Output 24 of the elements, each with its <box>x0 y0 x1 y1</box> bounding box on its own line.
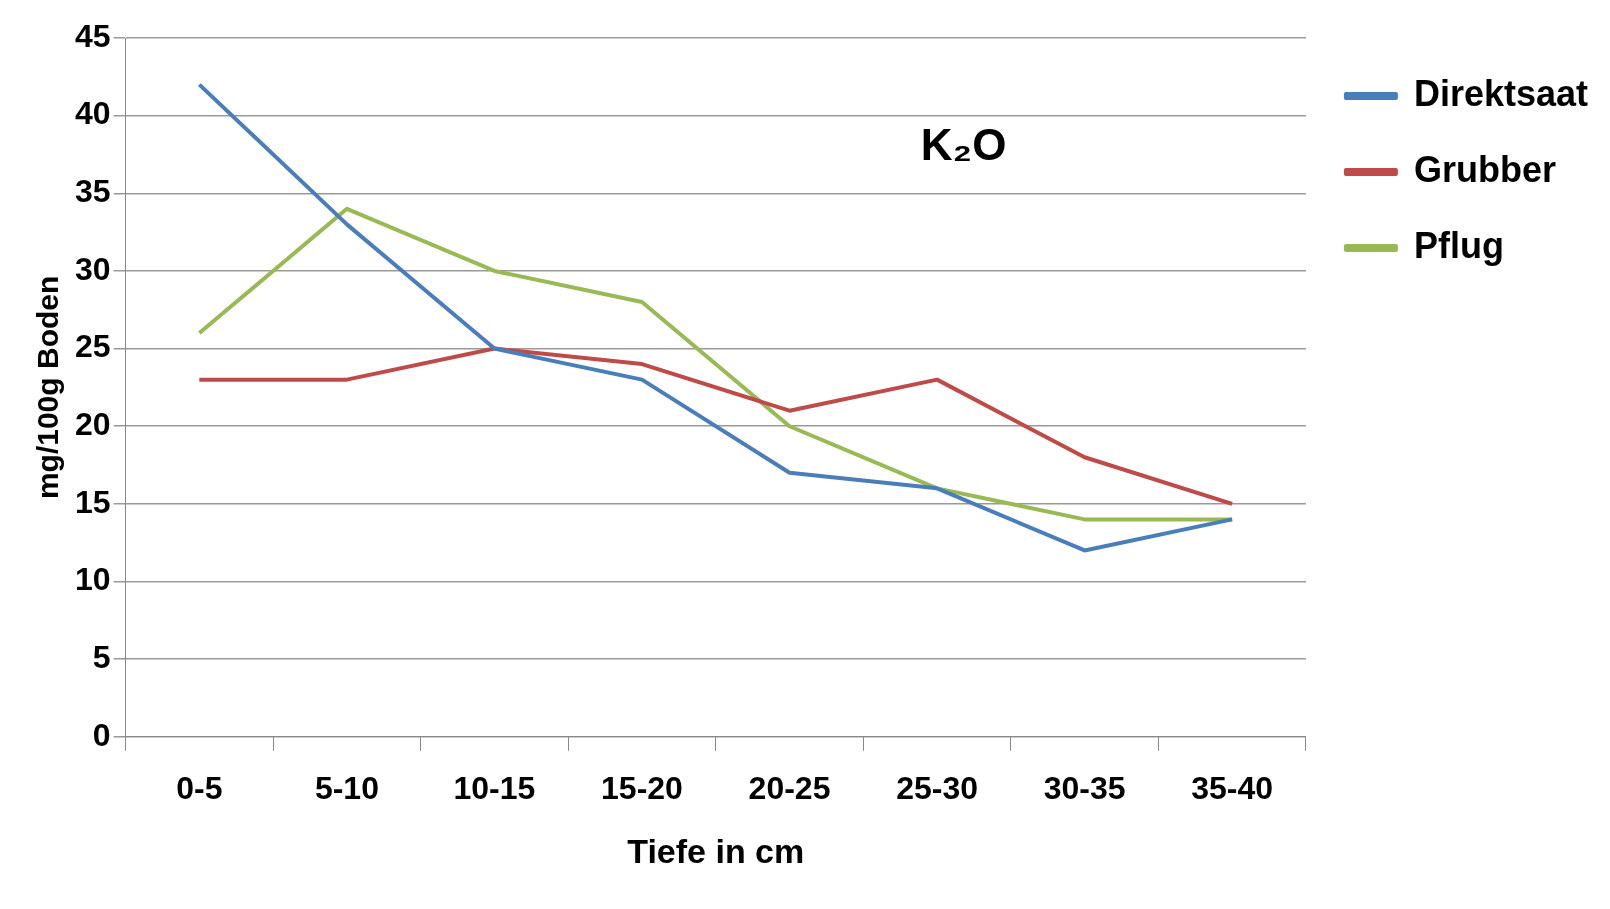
y-tick-label: 30 <box>75 250 111 287</box>
x-axis-title: Tiefe in cm <box>627 831 805 870</box>
x-tick-label: 20-25 <box>748 769 831 806</box>
legend-label: Direktsaat <box>1413 72 1589 114</box>
x-tick-label: 15-20 <box>601 769 683 806</box>
y-tick-label: 25 <box>75 328 111 365</box>
text: K₂O <box>920 120 1007 170</box>
y-axis-title: mg/100g Boden <box>31 275 65 500</box>
y-tick-label: 5 <box>92 638 111 675</box>
x-tick-label: 25-30 <box>896 769 978 806</box>
y-tick-label: 20 <box>75 406 111 443</box>
y-tick-label: 0 <box>92 716 111 753</box>
x-tick-label: 5-10 <box>314 769 379 806</box>
y-tick-label: 45 <box>75 17 111 54</box>
y-tick-label: 15 <box>75 483 111 520</box>
y-tick-label: 40 <box>75 95 111 132</box>
y-tick-label: 10 <box>75 561 111 598</box>
x-tick-label: 0-5 <box>176 769 223 806</box>
x-tick-label: 35-40 <box>1191 769 1274 806</box>
x-tick-label: 10-15 <box>453 769 536 806</box>
legend-label: Grubber <box>1413 148 1556 190</box>
y-tick-label: 35 <box>75 173 111 210</box>
legend-label: Pflug <box>1413 224 1504 266</box>
x-tick-label: 30-35 <box>1043 769 1126 806</box>
